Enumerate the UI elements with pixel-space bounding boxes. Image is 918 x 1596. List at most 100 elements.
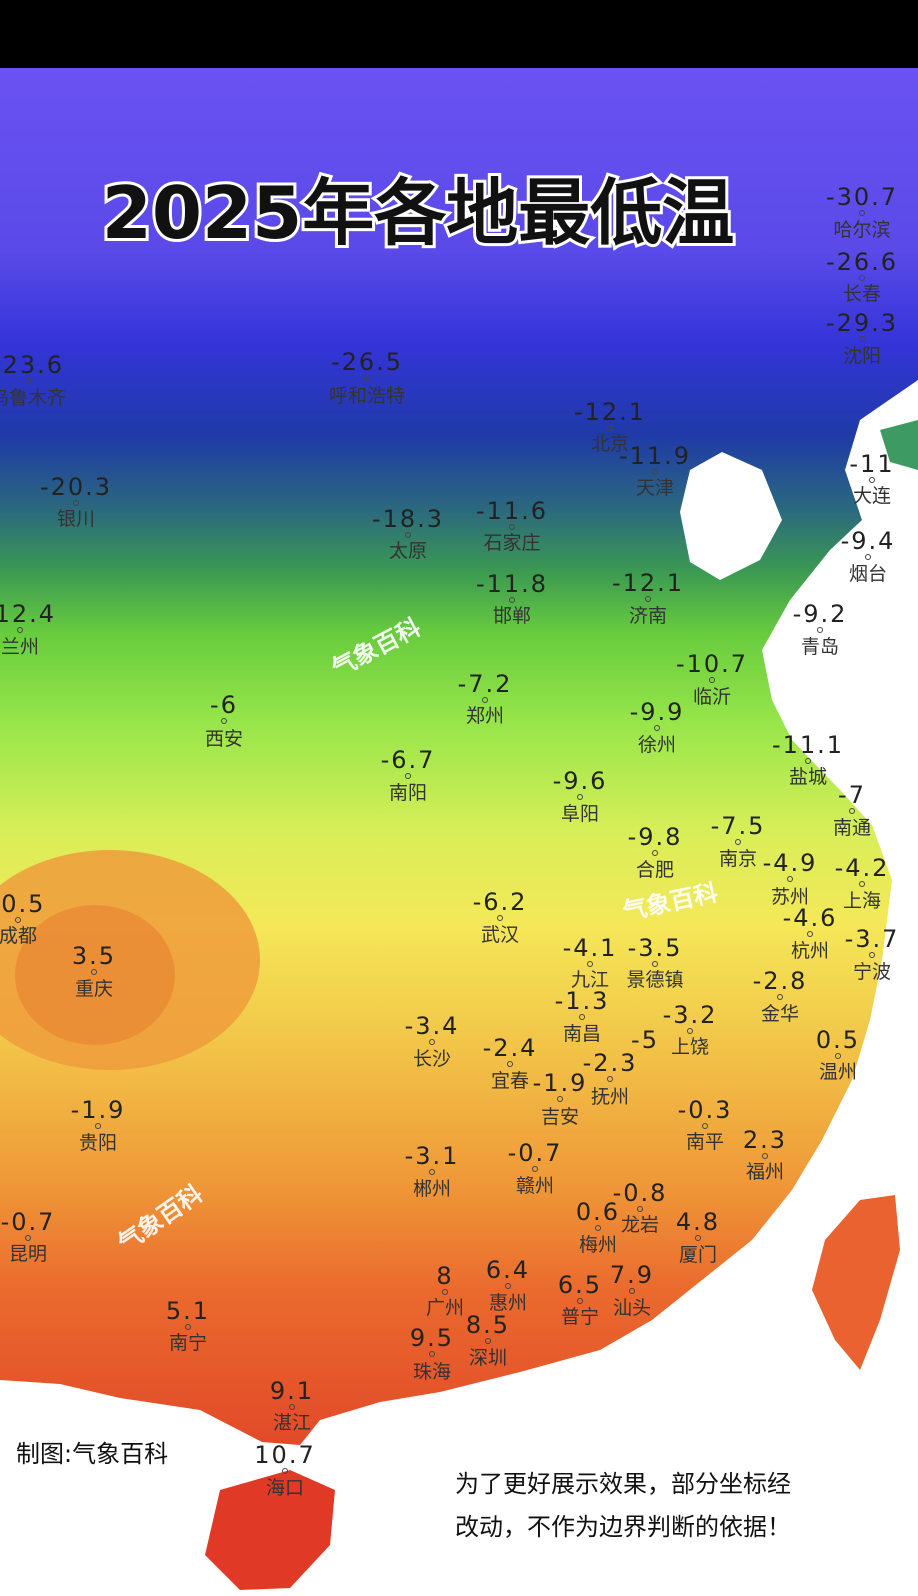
- temperature: -9.4: [841, 527, 896, 555]
- city-dot: [777, 994, 783, 1000]
- city-name: 北京: [591, 433, 629, 455]
- note-line: 为了更好展示效果，部分坐标经: [455, 1470, 791, 1498]
- city-name: 广州: [426, 1297, 464, 1319]
- city-dot: [532, 1166, 538, 1172]
- temperature: -20.3: [40, 473, 112, 501]
- temperature: -12.1: [574, 398, 646, 426]
- title: 2025年各地最低温: [102, 171, 734, 255]
- city-dot: [859, 336, 865, 342]
- temperature: -3.2: [663, 1001, 718, 1029]
- city-name: 太原: [389, 540, 427, 562]
- city-name: 乌鲁木齐: [0, 387, 66, 409]
- city-name: 湛江: [273, 1412, 311, 1434]
- city-dot: [849, 808, 855, 814]
- city-dot: [73, 500, 79, 506]
- city-dot: [509, 597, 515, 603]
- city-name: 普宁: [561, 1306, 599, 1328]
- temperature: -11.1: [772, 731, 844, 759]
- city-dot: [485, 1338, 491, 1344]
- temperature: -4.1: [563, 934, 618, 962]
- city-dot: [817, 627, 823, 633]
- temperature: -1.9: [533, 1069, 588, 1097]
- bohai-sea: [680, 452, 782, 580]
- temperature: 2.3: [743, 1126, 787, 1154]
- credit: 制图:气象百科: [16, 1440, 168, 1468]
- temperature: -5: [631, 1026, 659, 1054]
- city-dot: [289, 1404, 295, 1410]
- city-name: 景德镇: [626, 969, 683, 991]
- city-dot: [687, 1028, 693, 1034]
- city-dot: [652, 469, 658, 475]
- temperature: -10.7: [676, 650, 748, 678]
- city-dot: [15, 917, 21, 923]
- city-dot: [835, 1053, 841, 1059]
- temperature: -26.6: [826, 248, 898, 276]
- city-dot: [645, 596, 651, 602]
- city-name: 哈尔滨: [833, 219, 890, 241]
- city-dot: [859, 881, 865, 887]
- city-name: 海口: [266, 1477, 304, 1499]
- city-name: 合肥: [636, 859, 674, 881]
- temperature: -6.7: [381, 746, 436, 774]
- temperature: -11.9: [619, 442, 691, 470]
- temperature: -3.1: [405, 1142, 460, 1170]
- city-dot: [652, 961, 658, 967]
- temperature: -7.2: [458, 670, 513, 698]
- temperature: -4.2: [835, 854, 890, 882]
- city-dot: [735, 839, 741, 845]
- temperature: -26.5: [331, 348, 403, 376]
- city-name: 徐州: [638, 734, 676, 756]
- city-dot: [25, 378, 31, 384]
- temperature: 5.1: [166, 1297, 210, 1325]
- city-name: 盐城: [789, 766, 827, 788]
- city-dot: [221, 718, 227, 724]
- city-name: 深圳: [469, 1347, 507, 1369]
- temperature: -18.3: [372, 505, 444, 533]
- city-dot: [95, 1123, 101, 1129]
- temperature: -3.5: [628, 934, 683, 962]
- city-labels: -30.7 哈尔滨 -26.6 长春 -29.3 沈阳 -26.5 呼和浩特 -23.6 乌鲁木齐…: [0, 183, 898, 1499]
- city-name: 南昌: [563, 1023, 601, 1045]
- temperature: 7.9: [610, 1261, 654, 1289]
- temperature: -11.8: [476, 570, 548, 598]
- temperature: -1.9: [71, 1096, 126, 1124]
- city-name: 西安: [205, 728, 243, 750]
- city-name: 天津: [636, 477, 674, 499]
- city-dot: [859, 275, 865, 281]
- city-name: 郴州: [413, 1178, 451, 1200]
- city-dot: [629, 1288, 635, 1294]
- city-name: 福州: [746, 1161, 784, 1183]
- city-name: 厦门: [679, 1244, 717, 1266]
- city-name: 昆明: [9, 1243, 47, 1265]
- city-dot: [405, 773, 411, 779]
- temperature: -0.7: [508, 1139, 563, 1167]
- city-name: 成都: [0, 925, 37, 947]
- city-dot: [577, 1298, 583, 1304]
- temperature: 9.5: [410, 1324, 454, 1352]
- temperature: -30.7: [826, 183, 898, 211]
- city-name: 临沂: [693, 686, 731, 708]
- hainan: [205, 1470, 335, 1590]
- city-name: 青岛: [801, 636, 839, 658]
- city-name: 呼和浩特: [329, 385, 405, 407]
- city-name: 济南: [629, 605, 667, 627]
- city-dot: [429, 1351, 435, 1357]
- temperature: 0.5: [816, 1026, 860, 1054]
- city-dot: [859, 210, 865, 216]
- temperature: -6.2: [473, 888, 528, 916]
- city-dot: [91, 969, 97, 975]
- temperature: -11: [849, 450, 894, 478]
- city-dot: [709, 677, 715, 683]
- city-dot: [637, 1206, 643, 1212]
- city-dot: [595, 1225, 601, 1231]
- city-name: 贵阳: [79, 1132, 117, 1154]
- city-name: 苏州: [771, 886, 809, 908]
- city-dot: [579, 1014, 585, 1020]
- city-dot: [587, 961, 593, 967]
- temperature: -11.6: [476, 497, 548, 525]
- city-name: 南京: [719, 848, 757, 870]
- temperature: -0.3: [678, 1096, 733, 1124]
- temperature: -9.9: [630, 698, 685, 726]
- temperature: 8: [436, 1262, 453, 1290]
